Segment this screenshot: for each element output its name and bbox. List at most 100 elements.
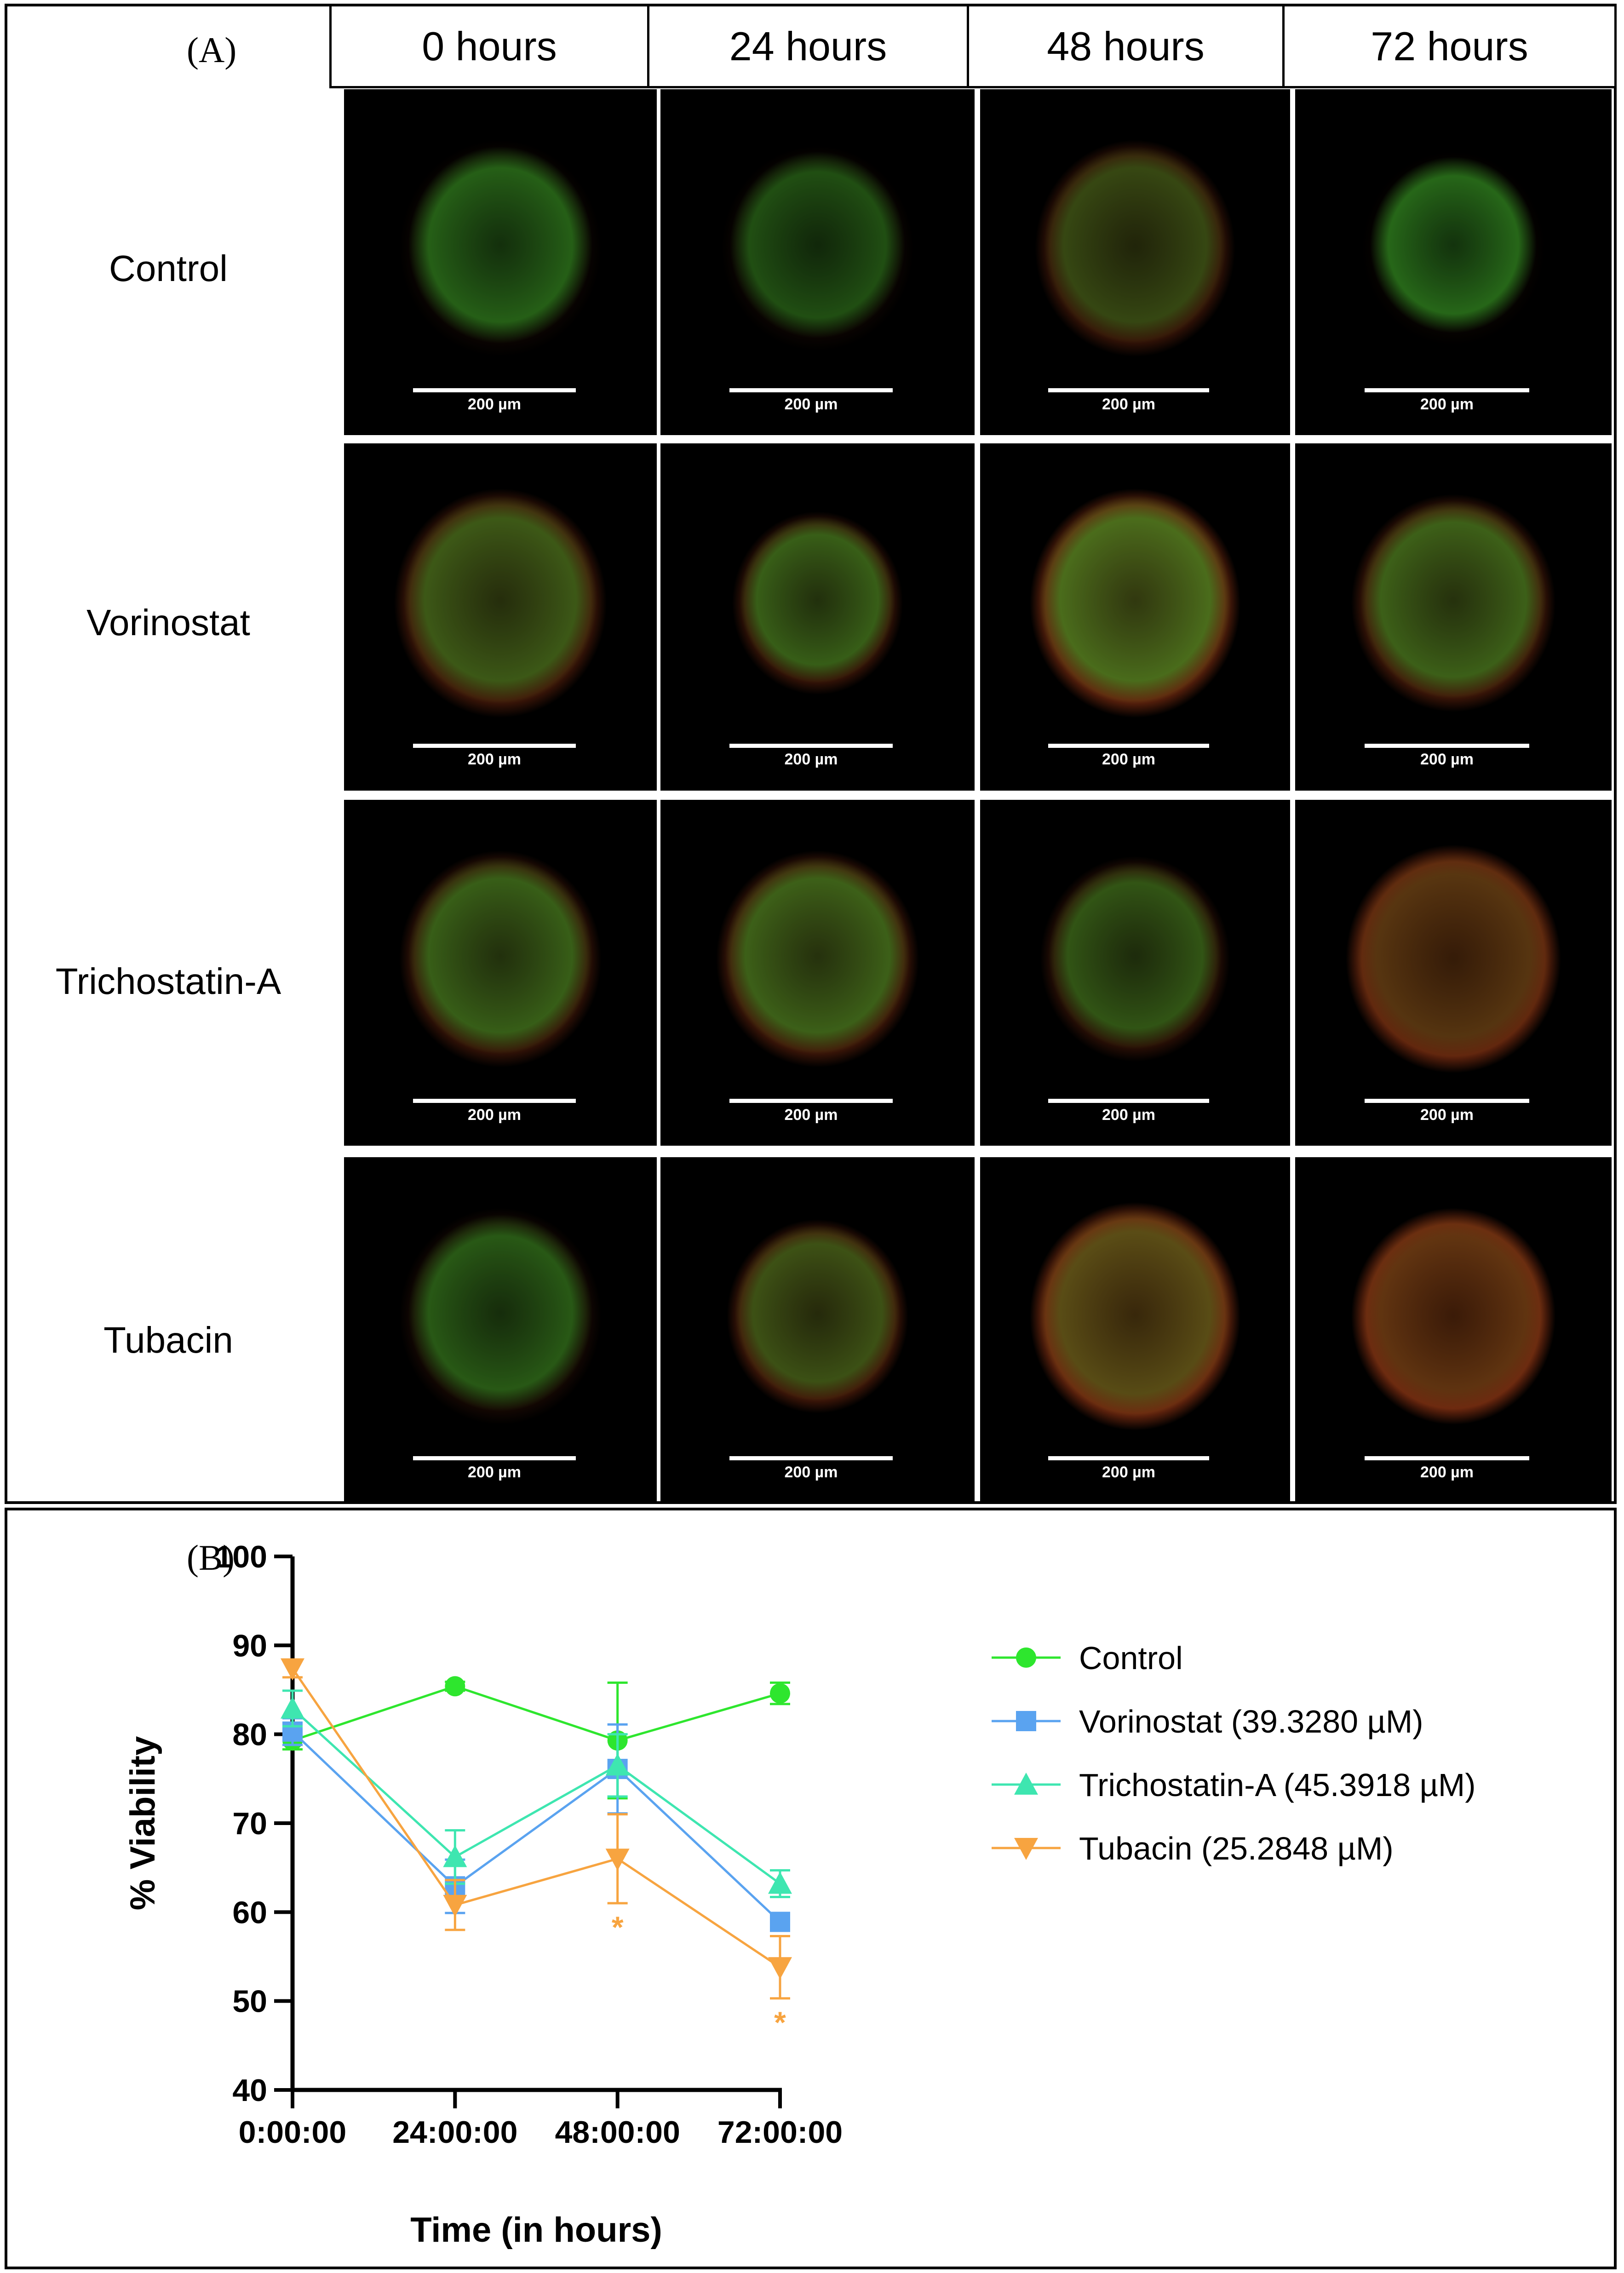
y-tick-label: 40 [232, 2073, 267, 2108]
x-tick-label: 48:00:00 [555, 2115, 680, 2150]
micrograph-tubacin-24h: 200 µm [660, 1157, 975, 1503]
scale-bar [1365, 744, 1529, 748]
column-header-24h: 24 hours [647, 6, 969, 88]
scale-bar [413, 388, 576, 392]
micrograph-trichostatin-48h: 200 µm [980, 800, 1290, 1146]
spheroid-image [1351, 494, 1556, 712]
scale-bar [1048, 1456, 1209, 1460]
scale-bar-label: 200 µm [1102, 396, 1155, 413]
scale-bar-label: 200 µm [1102, 751, 1155, 768]
y-tick-label: 100 [215, 1539, 267, 1574]
spheroid-image [1029, 488, 1241, 718]
micrograph-vorinostat-0h: 200 µm [344, 443, 657, 791]
spheroid-image [727, 1219, 908, 1413]
x-tick-label: 72:00:00 [717, 2115, 843, 2150]
significance-marker: * [774, 2005, 786, 2039]
scale-bar-label: 200 µm [784, 1464, 838, 1481]
data-point [605, 1753, 630, 1776]
viability-chart-panel: (B) 40 50 60 70 80 90 100 0:00:00 24:00:00 48:00:… [5, 1508, 1617, 2269]
legend-marker [1016, 1647, 1036, 1668]
micrograph-vorinostat-24h: 200 µm [660, 443, 975, 791]
scale-bar [729, 1099, 893, 1103]
scale-bar [1048, 1099, 1209, 1103]
scale-bar-label: 200 µm [784, 396, 838, 413]
x-tick-label: 24:00:00 [392, 2115, 517, 2150]
micrograph-control-48h: 200 µm [980, 89, 1290, 435]
x-tick-label: 0:00:00 [239, 2115, 346, 2150]
scale-bar-label: 200 µm [784, 1106, 838, 1124]
legend-marker [1016, 1711, 1036, 1731]
row-label-trichostatin: Trichostatin-A [55, 961, 281, 1002]
scale-bar-label: 200 µm [784, 751, 838, 768]
legend-entry: Control [1079, 1640, 1183, 1676]
significance-marker: * [612, 1910, 624, 1944]
y-tick-label: 50 [232, 1984, 267, 2019]
scale-bar-label: 200 µm [468, 751, 521, 768]
data-point [281, 1696, 304, 1719]
micrograph-tubacin-0h: 200 µm [344, 1157, 657, 1503]
data-point [768, 1871, 792, 1894]
column-header-72h: 72 hours [1282, 6, 1617, 88]
timepoint-header-row: 0 hours 24 hours 48 hours 72 hours [329, 6, 1617, 88]
scale-bar [1365, 1456, 1529, 1460]
spheroid-image [394, 488, 607, 718]
data-point [445, 1676, 465, 1697]
row-label-vorinostat: Vorinostat [86, 602, 250, 643]
spheroid-image [1351, 1208, 1556, 1425]
x-axis-label: Time (in hours) [410, 2210, 662, 2250]
micrograph-trichostatin-24h: 200 µm [660, 800, 975, 1146]
row-label-control: Control [109, 248, 228, 289]
y-tick-label: 60 [232, 1895, 267, 1930]
scale-bar-label: 200 µm [1420, 751, 1474, 768]
scale-bar-label: 200 µm [1420, 1106, 1474, 1124]
scale-bar [413, 1456, 576, 1460]
data-point [770, 1911, 790, 1932]
data-point [281, 1658, 304, 1681]
series-line [291, 1668, 781, 1969]
scale-bar [1365, 1099, 1529, 1103]
micrograph-vorinostat-72h: 200 µm [1295, 443, 1612, 791]
column-header-0h: 0 hours [329, 6, 649, 88]
micrograph-vorinostat-48h: 200 µm [980, 443, 1290, 791]
legend-marker [1014, 1838, 1038, 1860]
panel-b-label: (B) [187, 1538, 235, 1578]
scale-bar-label: 200 µm [468, 1464, 521, 1481]
scale-bar [729, 1456, 893, 1460]
data-point [443, 1845, 467, 1867]
micrograph-tubacin-48h: 200 µm [980, 1157, 1290, 1503]
micrograph-trichostatin-0h: 200 µm [344, 800, 657, 1146]
legend-entry: Tubacin (25.2848 µM) [1079, 1831, 1394, 1866]
micrograph-tubacin-72h: 200 µm [1295, 1157, 1612, 1503]
micrograph-control-0h: 200 µm [344, 89, 657, 435]
scale-bar [1048, 744, 1209, 748]
data-point [443, 1894, 467, 1917]
scale-bar-label: 200 µm [468, 396, 521, 413]
scale-bar [1365, 388, 1529, 392]
scale-bar [729, 388, 893, 392]
data-point [768, 1957, 792, 1980]
legend-entry: Vorinostat (39.3280 µM) [1079, 1704, 1423, 1739]
micrograph-control-24h: 200 µm [660, 89, 975, 435]
micrograph-panel: (A) 0 hours 24 hours 48 hours 72 hours C… [5, 4, 1617, 1504]
spheroid-image [1035, 140, 1235, 357]
spheroid-image [1346, 844, 1561, 1073]
series-line [292, 1707, 781, 1885]
series-line [292, 1685, 780, 1742]
panel-a-label: (A) [187, 30, 237, 70]
spheroid-image [732, 511, 903, 695]
spheroid-image [1040, 856, 1230, 1062]
scale-bar [1048, 388, 1209, 392]
scale-bar-label: 200 µm [1102, 1106, 1155, 1124]
data-point [770, 1683, 790, 1704]
row-label-tubacin: Tubacin [103, 1320, 233, 1360]
viability-line-chart: 40 50 60 70 80 90 100 0:00:00 24:00:00 48:00:00 72… [123, 1539, 1476, 2250]
data-point [605, 1848, 630, 1871]
y-tick-label: 70 [232, 1806, 267, 1841]
legend-entry: Trichostatin-A (45.3918 µM) [1079, 1767, 1476, 1803]
spheroid-image [399, 140, 602, 357]
spheroid-image [721, 145, 914, 351]
spheroid-image [1029, 1202, 1241, 1431]
spheroid-image [1362, 151, 1545, 345]
series-line [292, 1731, 781, 1923]
scale-bar-label: 200 µm [1420, 1464, 1474, 1481]
